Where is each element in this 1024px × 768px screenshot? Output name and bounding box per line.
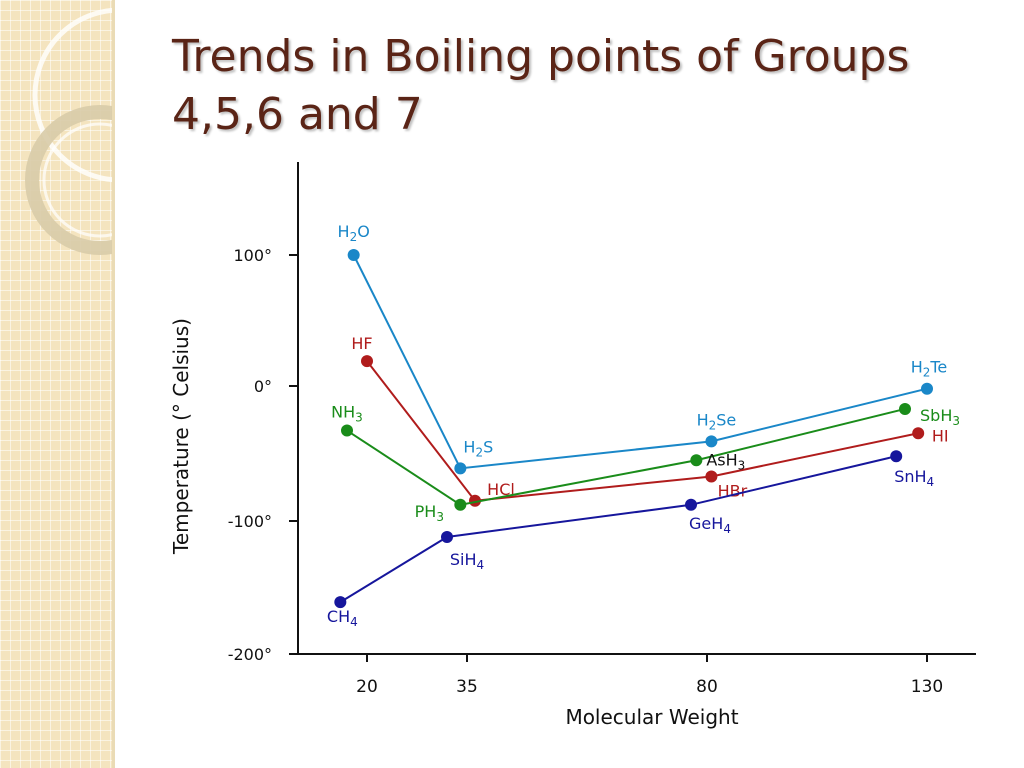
x-tick-label: 35	[456, 677, 478, 697]
data-point	[469, 494, 481, 507]
series-line	[366, 360, 919, 502]
data-point	[441, 530, 453, 543]
x-tick-label: 80	[696, 677, 718, 697]
y-tick-label: -200°	[228, 645, 272, 664]
data-point	[705, 435, 718, 448]
point-label: H2Te	[911, 358, 948, 380]
point-label: AsH3	[706, 450, 745, 472]
point-label: PH3	[415, 502, 444, 524]
point-label: H2S	[463, 437, 493, 459]
data-point	[685, 498, 697, 511]
data-point	[334, 596, 347, 609]
series-line	[339, 455, 897, 603]
data-point	[921, 382, 933, 395]
y-tick-label: -100°	[228, 512, 272, 531]
data-point	[890, 450, 903, 463]
decorative-side-strip	[0, 0, 115, 768]
y-tick-label: 0°	[254, 377, 272, 396]
point-label: GeH4	[689, 514, 731, 536]
data-point	[454, 462, 467, 475]
point-label: SiH4	[450, 550, 484, 572]
series-line	[352, 254, 928, 470]
point-label: H2Se	[697, 410, 737, 432]
x-tick-label: 20	[356, 677, 378, 697]
series-line	[346, 407, 906, 506]
point-label: SnH4	[894, 467, 934, 489]
x-axis-title: Molecular Weight	[565, 705, 738, 729]
data-point	[454, 498, 467, 511]
y-axis-title: Temperature (° Celsius)	[169, 318, 193, 555]
x-tick-label: 130	[911, 677, 943, 697]
data-point	[912, 427, 925, 440]
point-label: H2O	[338, 222, 370, 244]
decorative-circles	[25, 7, 112, 255]
data-point	[347, 249, 360, 261]
data-point	[705, 470, 718, 483]
data-point	[690, 454, 703, 467]
point-label: CH4	[327, 607, 358, 629]
data-point	[361, 355, 373, 368]
point-label: HCl	[487, 480, 515, 499]
point-label: HF	[351, 334, 372, 353]
point-label: SbH3	[920, 406, 960, 428]
data-point	[341, 424, 353, 437]
point-label: HI	[932, 426, 949, 445]
y-tick-label: 100°	[233, 246, 272, 265]
point-label: NH3	[331, 403, 363, 425]
slide-title: Trends in Boiling points of Groups 4,5,6…	[172, 31, 910, 140]
data-point	[899, 402, 911, 415]
